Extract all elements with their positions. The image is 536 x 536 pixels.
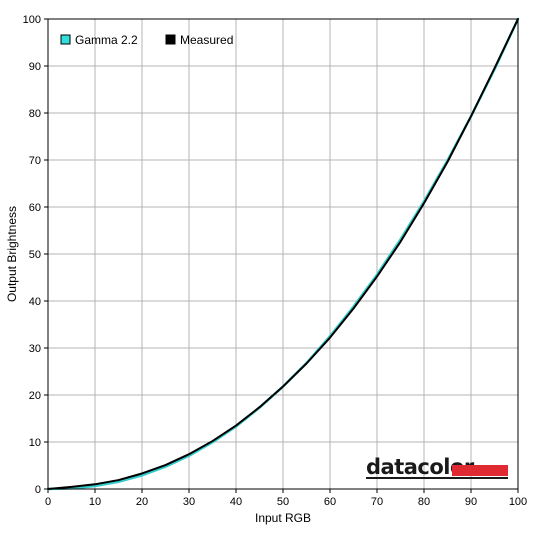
x-tick-label: 70	[371, 496, 383, 508]
datacolor-logo-bar	[452, 465, 508, 476]
series-line-measured	[47, 18, 519, 490]
legend-label-measured: Measured	[180, 33, 233, 47]
x-tick-label: 90	[465, 496, 477, 508]
x-tick-label: 40	[230, 496, 242, 508]
x-tick-label: 60	[324, 496, 336, 508]
x-axis-ticks: 0 10 20 30 40 50 60 70 80 90 100	[45, 489, 527, 508]
plot-border	[47, 18, 519, 490]
grid	[48, 19, 518, 489]
series-lines	[46, 17, 520, 491]
x-tick-label: 50	[277, 496, 289, 508]
y-tick-label: 0	[35, 484, 41, 496]
y-tick-label: 30	[29, 343, 41, 355]
y-tick-label: 80	[29, 108, 41, 120]
y-tick-label: 20	[29, 390, 41, 402]
x-tick-label: 80	[418, 496, 430, 508]
legend-item-measured: Measured	[165, 33, 233, 47]
datacolor-logo-underline	[366, 477, 508, 479]
datacolor-logo: datacolor	[366, 455, 508, 479]
y-tick-label: 100	[23, 14, 41, 26]
y-tick-label: 50	[29, 249, 41, 261]
y-tick-label: 90	[29, 61, 41, 73]
legend-label-gamma: Gamma 2.2	[75, 33, 138, 47]
x-tick-label: 100	[509, 496, 527, 508]
y-tick-label: 40	[29, 296, 41, 308]
legend: Gamma 2.2 Measured	[60, 33, 233, 47]
y-axis-ticks: 0 10 20 30 40 50 60 70 80 90 100	[23, 14, 48, 496]
legend-item-gamma: Gamma 2.2	[60, 33, 138, 47]
y-tick-label: 10	[29, 437, 41, 449]
legend-swatch-measured	[165, 34, 176, 45]
x-tick-label: 10	[89, 496, 101, 508]
x-tick-label: 20	[136, 496, 148, 508]
y-tick-label: 60	[29, 202, 41, 214]
y-tick-label: 70	[29, 155, 41, 167]
x-tick-label: 30	[183, 496, 195, 508]
x-tick-label: 0	[45, 496, 51, 508]
legend-swatch-gamma	[60, 34, 71, 45]
x-axis-title: Input RGB	[255, 511, 311, 525]
y-axis-title: Output Brightness	[5, 206, 19, 302]
